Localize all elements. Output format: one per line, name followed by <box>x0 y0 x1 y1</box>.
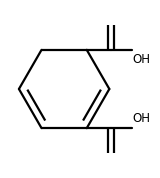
Text: OH: OH <box>132 112 150 125</box>
Text: OH: OH <box>132 53 150 66</box>
